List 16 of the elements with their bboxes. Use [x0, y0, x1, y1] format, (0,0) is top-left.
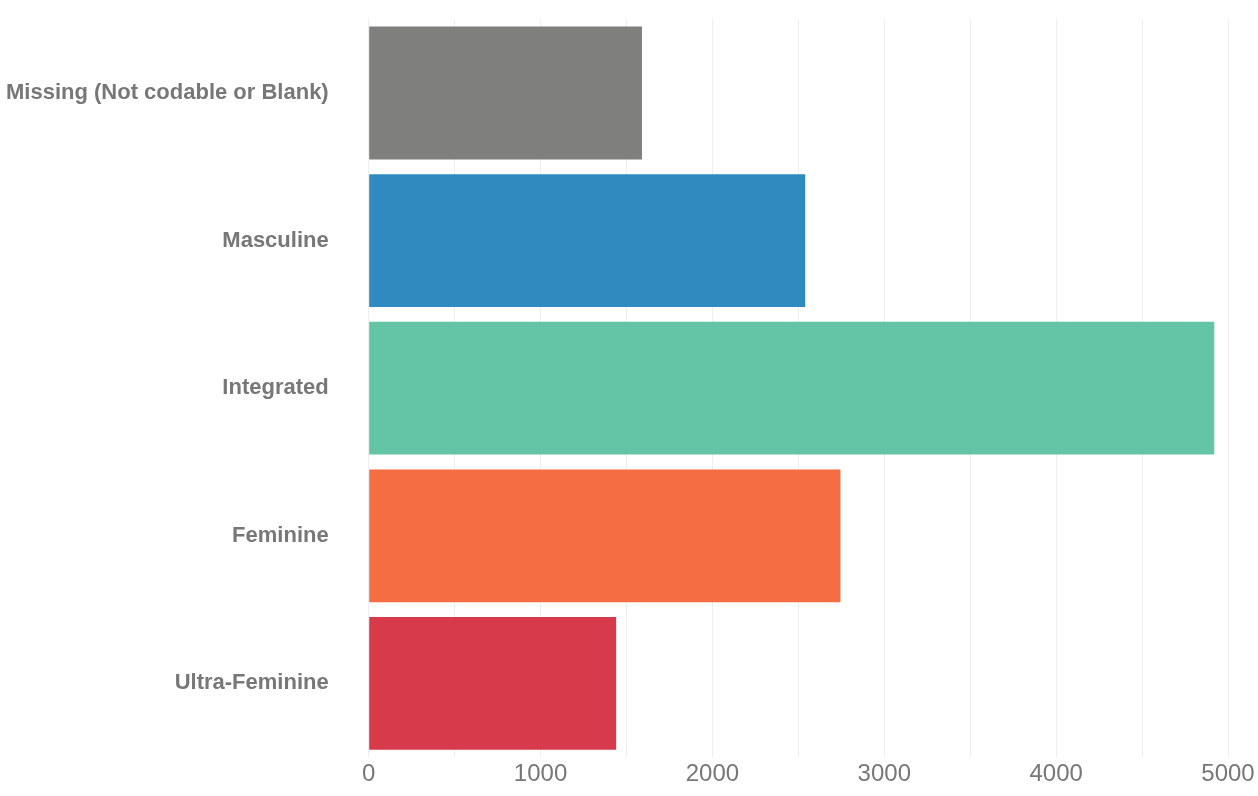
- y-tick-label: Masculine: [222, 226, 329, 252]
- x-tick-label: 4000: [1029, 759, 1083, 787]
- y-tick-label: Missing (Not codable or Blank): [5, 79, 329, 105]
- bar: [369, 469, 841, 603]
- x-tick-label: 1000: [513, 759, 568, 787]
- y-tick-label: Ultra-Feminine: [174, 669, 329, 695]
- bar: [369, 174, 806, 308]
- x-tick-label: 3000: [857, 759, 911, 787]
- x-tick-label: 5000: [1201, 759, 1255, 787]
- y-tick-label: Integrated: [222, 374, 329, 400]
- x-tick-label: 0: [362, 759, 376, 787]
- bar: [369, 321, 1215, 455]
- x-tick-label: 2000: [685, 759, 740, 787]
- bar: [369, 616, 617, 750]
- bar: [369, 26, 642, 160]
- y-tick-label: Feminine: [232, 521, 329, 547]
